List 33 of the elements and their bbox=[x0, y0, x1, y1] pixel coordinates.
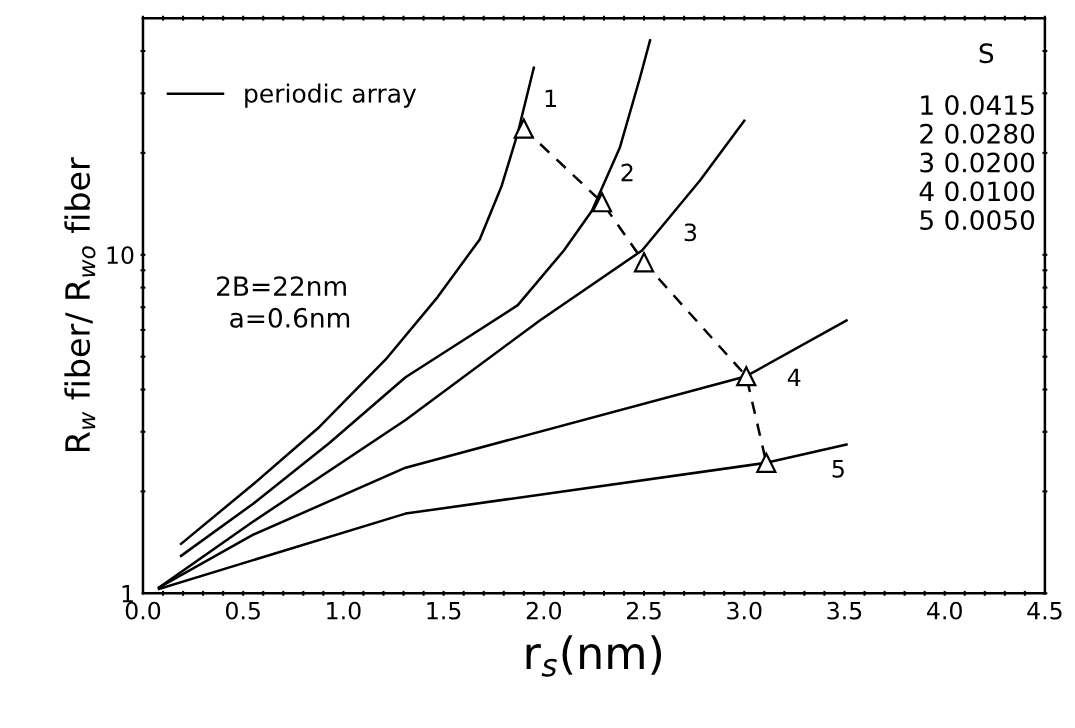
annotation: 1 bbox=[545, 89, 556, 107]
x-tick-label: 1.0 bbox=[327, 601, 361, 620]
annotation: a=0.6nm bbox=[230, 307, 350, 328]
annotation: 4 0.0100 bbox=[919, 181, 1035, 202]
x-tick-label: 2.0 bbox=[526, 601, 562, 620]
point bbox=[756, 452, 777, 473]
annotation: 5 0.0050 bbox=[920, 210, 1035, 231]
annotation: 2 bbox=[621, 163, 633, 182]
x-tick-label: 2.5 bbox=[627, 601, 661, 620]
x-tick-label: 3.5 bbox=[827, 601, 862, 620]
x-tick-label: 3.0 bbox=[727, 601, 762, 620]
annotation: 4 bbox=[787, 368, 801, 386]
annotation: 2 0.0280 bbox=[920, 123, 1035, 144]
x-tick-label: 0.5 bbox=[225, 601, 260, 620]
y-tick-label: 10 bbox=[107, 246, 134, 265]
point bbox=[513, 118, 534, 139]
y-axis-title: R$_{w}$ fiber/ R$_{wo}$ fiber bbox=[64, 157, 96, 451]
annotation: 5 bbox=[832, 460, 844, 478]
annotation: 3 0.0200 bbox=[920, 152, 1035, 173]
annotation: S bbox=[979, 43, 994, 64]
x-axis-title: r$_{s}$(nm) bbox=[526, 635, 662, 677]
annotation: 1 0.0415 bbox=[921, 95, 1034, 115]
point bbox=[633, 252, 655, 273]
x-tick-label: 1.5 bbox=[427, 602, 461, 620]
x-tick-label: 0.0 bbox=[125, 601, 161, 620]
x-tick-label: 4.5 bbox=[1027, 602, 1062, 620]
legend-label: periodic array bbox=[245, 83, 417, 108]
point bbox=[736, 366, 757, 387]
annotation: 2B=22nm bbox=[217, 276, 346, 296]
x-tick-label: 4.0 bbox=[927, 601, 962, 620]
line-series bbox=[179, 66, 536, 546]
point bbox=[591, 192, 613, 213]
annotation: 3 bbox=[684, 223, 697, 242]
